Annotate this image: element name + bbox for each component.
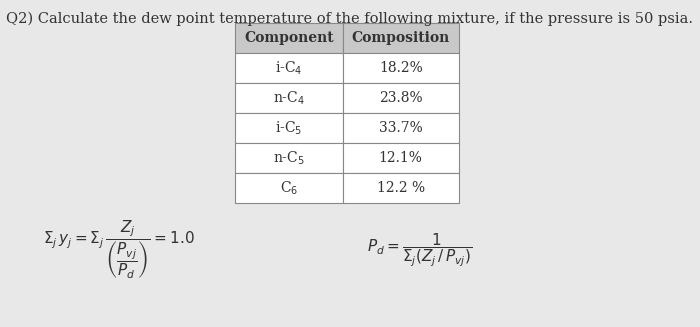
Text: 12.2 %: 12.2 %	[377, 181, 425, 195]
Text: n-C$_5$: n-C$_5$	[273, 149, 304, 167]
Text: i-C$_5$: i-C$_5$	[275, 119, 302, 137]
Bar	[234, 53, 343, 83]
Bar	[234, 113, 343, 143]
Text: 18.2%: 18.2%	[379, 61, 423, 75]
Text: Composition: Composition	[351, 31, 450, 45]
Text: 23.8%: 23.8%	[379, 91, 423, 105]
Bar	[234, 173, 343, 203]
Bar	[343, 23, 458, 53]
Text: Component: Component	[244, 31, 334, 45]
Bar	[234, 143, 343, 173]
Bar	[343, 83, 458, 113]
Text: i-C$_4$: i-C$_4$	[275, 59, 302, 77]
Text: 33.7%: 33.7%	[379, 121, 423, 135]
Text: n-C$_4$: n-C$_4$	[273, 89, 304, 107]
Text: $\Sigma_j\,y_j = \Sigma_j\,\dfrac{Z_j}{\left(\dfrac{P_{vj}}{P_d}\right)} = 1.0$: $\Sigma_j\,y_j = \Sigma_j\,\dfrac{Z_j}{\…	[43, 219, 195, 282]
Bar	[343, 53, 458, 83]
Bar	[343, 113, 458, 143]
Text: Q2) Calculate the dew point temperature of the following mixture, if the pressur: Q2) Calculate the dew point temperature …	[6, 11, 694, 26]
Bar	[234, 83, 343, 113]
Bar	[234, 23, 343, 53]
Bar	[343, 173, 458, 203]
Text: C$_6$: C$_6$	[279, 180, 298, 197]
Text: 12.1%: 12.1%	[379, 151, 423, 165]
Text: $P_d = \dfrac{1}{\Sigma_j\left(Z_j\,/\,P_{vj}\right)}$: $P_d = \dfrac{1}{\Sigma_j\left(Z_j\,/\,P…	[368, 232, 472, 269]
Bar	[343, 143, 458, 173]
